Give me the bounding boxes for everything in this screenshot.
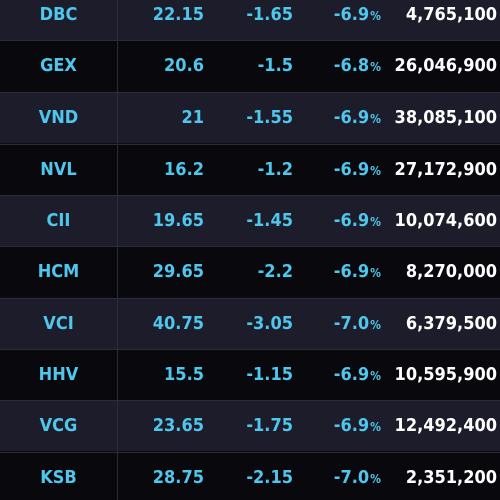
percent-unit: % (370, 369, 381, 383)
table-row[interactable]: VCG 23.65 -1.75 -6.9% 12,492,400 (0, 400, 500, 452)
change-value: -1.55 (246, 107, 293, 128)
volume-value: 4,765,100 (405, 4, 497, 25)
percent-value: -6.9 (333, 4, 370, 25)
price-value: 28.75 (152, 467, 204, 488)
price-value: 19.65 (152, 210, 204, 231)
table-row[interactable]: HCM 29.65 -2.2 -6.9% 8,270,000 (0, 246, 500, 298)
percent-value: -6.9 (333, 159, 370, 180)
table-row[interactable]: HHV 15.5 -1.15 -6.9% 10,595,900 (0, 349, 500, 401)
volume-value: 8,270,000 (405, 261, 497, 282)
change-value: -2.15 (246, 467, 293, 488)
percent-value: -6.9 (333, 210, 370, 231)
volume-value: 6,379,500 (405, 313, 497, 334)
percent-change: -6.9% (293, 0, 381, 40)
percent-unit: % (370, 318, 381, 332)
ticker-symbol[interactable]: HCM (0, 247, 118, 298)
percent-unit: % (370, 112, 381, 126)
percent-value: -6.9 (333, 107, 370, 128)
change-value: -1.5 (257, 55, 293, 76)
column-divider (117, 0, 118, 500)
percent-unit: % (370, 420, 381, 434)
price-value: 23.65 (152, 415, 204, 436)
volume-value: 38,085,100 (394, 107, 497, 128)
volume-value: 2,351,200 (405, 467, 497, 488)
change-value: -2.2 (257, 261, 293, 282)
table-row[interactable]: VND 21 -1.55 -6.9% 38,085,100 (0, 92, 500, 144)
ticker-symbol[interactable]: VCG (0, 401, 118, 452)
percent-value: -7.0 (333, 467, 370, 488)
table-row[interactable]: GEX 20.6 -1.5 -6.8% 26,046,900 (0, 40, 500, 92)
percent-unit: % (370, 164, 381, 178)
percent-value: -7.0 (333, 313, 370, 334)
percent-change: -6.9% (293, 196, 381, 246)
percent-change: -7.0% (293, 453, 381, 500)
ticker-symbol[interactable]: DBC (0, 0, 118, 41)
percent-change: -6.9% (293, 145, 381, 195)
price-value: 29.65 (152, 261, 204, 282)
ticker-symbol[interactable]: KSB (0, 453, 118, 500)
percent-change: -6.8% (293, 41, 381, 91)
percent-value: -6.9 (333, 364, 370, 385)
percent-value: -6.9 (333, 415, 370, 436)
percent-change: -6.9% (293, 350, 381, 400)
percent-change: -6.9% (293, 401, 381, 451)
price-value: 21 (181, 107, 204, 128)
change-value: -1.65 (246, 4, 293, 25)
change-value: -1.75 (246, 415, 293, 436)
percent-unit: % (370, 472, 381, 486)
change-value: -1.45 (246, 210, 293, 231)
price-value: 40.75 (152, 313, 204, 334)
percent-change: -6.9% (293, 247, 381, 297)
table-row[interactable]: KSB 28.75 -2.15 -7.0% 2,351,200 (0, 452, 500, 500)
change-value: -1.2 (257, 159, 293, 180)
percent-unit: % (370, 9, 381, 23)
table-row[interactable]: VCI 40.75 -3.05 -7.0% 6,379,500 (0, 298, 500, 350)
percent-change: -7.0% (293, 299, 381, 349)
table-row[interactable]: CII 19.65 -1.45 -6.9% 10,074,600 (0, 195, 500, 247)
volume-value: 27,172,900 (394, 159, 497, 180)
ticker-symbol[interactable]: GEX (0, 41, 118, 92)
table-row[interactable]: NVL 16.2 -1.2 -6.9% 27,172,900 (0, 144, 500, 196)
price-value: 22.15 (152, 4, 204, 25)
percent-value: -6.9 (333, 261, 370, 282)
change-value: -3.05 (246, 313, 293, 334)
ticker-symbol[interactable]: NVL (0, 145, 118, 196)
percent-unit: % (370, 60, 381, 74)
price-value: 16.2 (164, 159, 204, 180)
percent-value: -6.8 (333, 55, 370, 76)
ticker-symbol[interactable]: HHV (0, 350, 118, 401)
percent-change: -6.9% (293, 93, 381, 143)
table-row[interactable]: DBC 22.15 -1.65 -6.9% 4,765,100 (0, 0, 500, 41)
ticker-symbol[interactable]: VND (0, 93, 118, 144)
volume-value: 10,074,600 (394, 210, 497, 231)
ticker-symbol[interactable]: CII (0, 196, 118, 247)
volume-value: 12,492,400 (394, 415, 497, 436)
volume-value: 26,046,900 (394, 55, 497, 76)
percent-unit: % (370, 266, 381, 280)
change-value: -1.15 (246, 364, 293, 385)
price-value: 20.6 (164, 55, 204, 76)
ticker-symbol[interactable]: VCI (0, 299, 118, 350)
percent-unit: % (370, 215, 381, 229)
volume-value: 10,595,900 (394, 364, 497, 385)
price-value: 15.5 (164, 364, 204, 385)
